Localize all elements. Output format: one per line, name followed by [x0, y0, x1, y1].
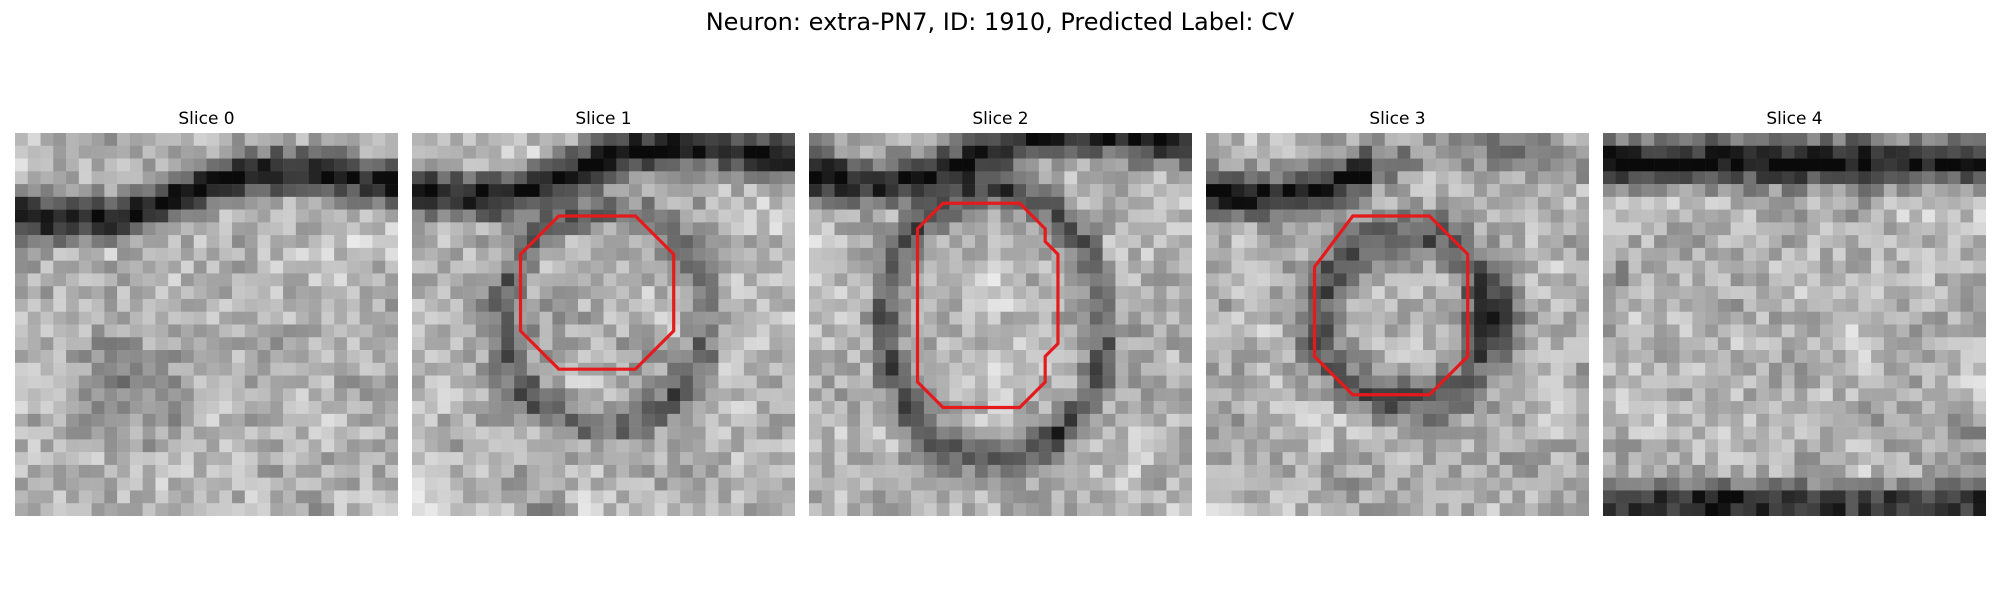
slice-image: [1603, 133, 1986, 516]
segmentation-contour: [518, 214, 676, 371]
slice-title: Slice 4: [1766, 109, 1823, 129]
slice-title: Slice 2: [972, 109, 1029, 129]
slice-panel-3: Slice 3: [1206, 108, 1589, 516]
slice-panel-1: Slice 1: [412, 108, 795, 516]
slice-title: Slice 0: [178, 109, 235, 129]
slice-panel-0: Slice 0: [15, 108, 398, 516]
segmentation-contour: [915, 201, 1060, 410]
slice-image: [15, 133, 398, 516]
slice-title: Slice 3: [1369, 109, 1426, 129]
slice-panel-4: Slice 4: [1603, 108, 1986, 516]
slice-title: Slice 1: [575, 109, 632, 129]
slice-image: [1206, 133, 1589, 516]
figure-title: Neuron: extra-PN7, ID: 1910, Predicted L…: [705, 8, 1295, 36]
slice-image: [809, 133, 1192, 516]
slice-panel-2: Slice 2: [809, 108, 1192, 516]
slice-image: [412, 133, 795, 516]
segmentation-contour: [1312, 214, 1470, 397]
